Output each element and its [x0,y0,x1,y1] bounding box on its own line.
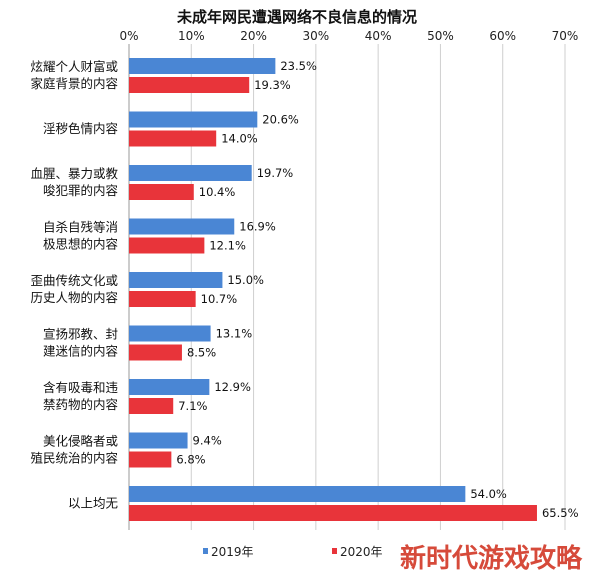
bars: 23.5% 19.3% 20.6% 14.0% 19.7% 10.4% 16.9% 12.1%… [129,58,579,521]
bar-2020年 [129,237,205,254]
bar-2020年 [129,130,217,147]
chart-title: 未成年网民遭遇网络不良信息的情况 [176,8,417,26]
category-label-line: 含有吸毒和违 [43,380,118,395]
category-label-line: 歪曲传统文化或 [30,273,118,288]
category-label-line: 自杀自残等消 [43,220,118,235]
data-label: 15.0% [227,273,264,287]
bar-2020年 [129,451,172,468]
category-label-line: 美化侵略者或 [43,434,119,449]
x-tick-label: 50% [427,29,454,43]
data-label: 12.9% [214,380,251,394]
category-label: 宣扬邪教、封建迷信的内容 [43,327,118,359]
category-labels: 炫耀个人财富或家庭背景的内容淫秽色情内容血腥、暴力或教唆犯罪的内容自杀自残等消极… [30,59,118,511]
data-label: 10.7% [201,292,238,306]
data-label: 7.1% [178,399,207,413]
data-label: 54.0% [470,487,507,501]
category-label-line: 家庭背景的内容 [30,76,118,91]
category-label-line: 唆犯罪的内容 [43,183,118,198]
category-label: 自杀自残等消极思想的内容 [43,220,118,252]
category-label-line: 以上均无 [68,496,118,511]
category-label: 含有吸毒和违禁药物的内容 [43,380,118,412]
bar-2020年 [129,398,174,414]
watermark-text: 新时代游戏攻略 [400,543,583,574]
x-tick-label: 30% [303,29,330,43]
x-axis-ticks: 0% 10% 20% 30% 40% 50% 60% 70% [119,29,578,43]
category-label-line: 淫秽色情内容 [43,121,118,136]
category-label-line: 建迷信的内容 [43,344,118,359]
bar-2019年 [129,379,210,395]
data-label: 65.5% [542,506,579,520]
bar-2020年 [129,184,194,200]
bar-2019年 [129,58,276,74]
bar-2019年 [129,486,466,502]
x-tick-label: 0% [119,29,138,43]
x-tick-label: 10% [178,29,205,43]
category-label: 歪曲传统文化或历史人物的内容 [30,273,118,305]
data-label: 9.4% [193,434,222,448]
data-label: 8.5% [187,346,216,360]
legend-label: 2020年 [340,545,383,559]
x-tick-label: 70% [552,29,579,43]
category-label-line: 血腥、暴力或教 [30,166,118,181]
legend: 2019年 2020年 [203,545,383,559]
data-label: 16.9% [239,220,276,234]
category-label-line: 禁药物的内容 [43,397,118,412]
x-tick-label: 20% [240,29,267,43]
bar-2019年 [129,272,223,288]
data-label: 10.4% [199,185,236,199]
category-label: 炫耀个人财富或家庭背景的内容 [30,59,118,91]
bar-2019年 [129,325,211,342]
data-label: 19.7% [257,166,294,180]
legend-label: 2019年 [211,545,254,559]
category-label-line: 殖民统治的内容 [30,451,118,466]
data-label: 12.1% [209,239,246,253]
category-label: 美化侵略者或殖民统治的内容 [30,434,118,466]
bar-2019年 [129,218,235,235]
category-label-line: 历史人物的内容 [30,290,118,305]
category-label: 血腥、暴力或教唆犯罪的内容 [30,166,118,198]
data-label: 23.5% [280,59,317,73]
data-label: 14.0% [221,132,258,146]
bar-2019年 [129,165,252,181]
category-label: 以上均无 [68,496,118,511]
x-tick-label: 40% [365,29,392,43]
bar-2019年 [129,111,258,128]
category-label-line: 极思想的内容 [43,237,118,252]
legend-swatch [332,548,337,554]
category-label: 淫秽色情内容 [43,121,118,136]
data-label: 6.8% [176,453,205,467]
bar-2020年 [129,344,182,361]
bar-2020年 [129,505,537,521]
bar-2020年 [129,77,250,93]
x-tick-label: 60% [489,29,516,43]
data-label: 19.3% [254,78,291,92]
bar-2020年 [129,291,196,307]
category-label-line: 宣扬邪教、封 [43,327,118,342]
data-label: 20.6% [262,113,299,127]
data-label: 13.1% [216,327,253,341]
category-label-line: 炫耀个人财富或 [30,59,118,74]
bar-2019年 [129,432,188,449]
legend-swatch [203,548,208,554]
